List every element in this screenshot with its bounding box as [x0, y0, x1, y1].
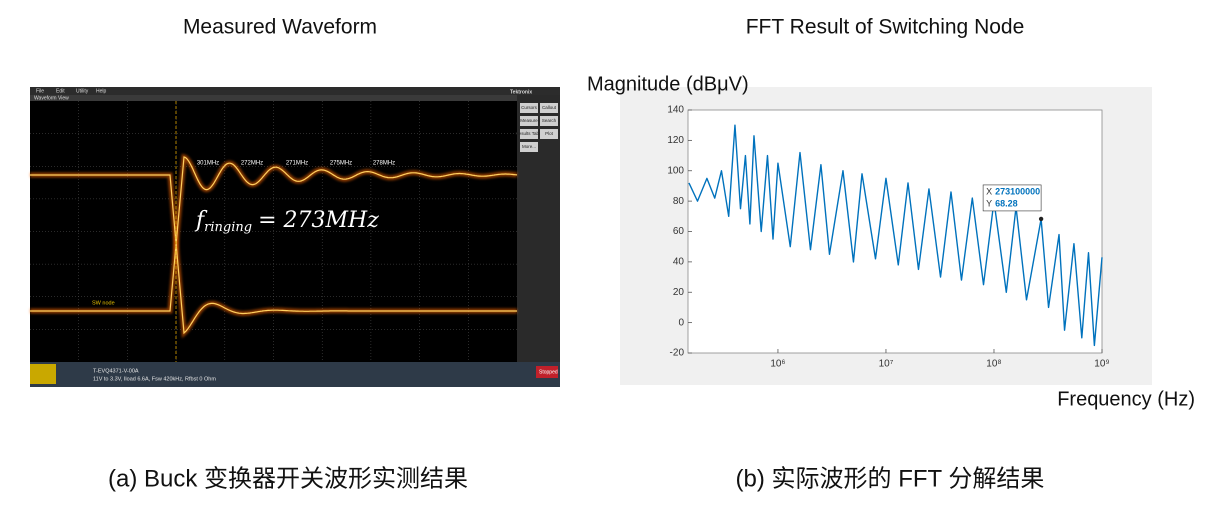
datatip-x-value: 273100000 [995, 186, 1040, 196]
datatip-y-label: Y [986, 198, 992, 208]
side-panel [517, 95, 560, 362]
y-tick-label: 60 [673, 226, 685, 237]
scope-button [540, 103, 558, 113]
datatip-x-label: X [986, 186, 992, 196]
y-tick-label: 120 [667, 135, 684, 146]
channel-badge [30, 364, 56, 384]
oscilloscope-screenshot: Tektronix Waveform View fringing = 273MHz… [30, 87, 560, 387]
ringing-label: 301MHz [197, 161, 219, 167]
menu-item: Help [96, 88, 107, 94]
panel-caption: (a) Buck 变换器开关波形实测结果 [108, 465, 468, 492]
ringing-label: 272MHz [241, 161, 263, 167]
y-axis-label: Magnitude (dBμV) [587, 73, 749, 95]
menu-item: Edit [56, 88, 65, 94]
y-tick-label: -20 [670, 348, 685, 359]
scope-button-label: Cursors [521, 105, 538, 110]
x-tick-label: 10⁹ [1094, 359, 1109, 370]
datatip-y-value: 68.28 [995, 198, 1018, 208]
y-tick-label: 20 [673, 287, 685, 298]
ringing-label: 271MHz [286, 161, 308, 167]
waveform [30, 174, 517, 335]
scope-button-label: Search [542, 118, 557, 123]
datatip-marker [1038, 216, 1044, 222]
status: Stopped [539, 369, 558, 375]
spectrum-line [688, 124, 1103, 347]
plot: -20 0 20 40 60 80 100 120 140 10⁶ 10⁷ 10⁸ 10⁹ X 273100… [667, 105, 1109, 370]
view-bar [30, 95, 517, 101]
scope-button [520, 129, 538, 139]
scope-button-label: Results Table [516, 131, 543, 136]
view-label: Waveform View [34, 95, 69, 101]
ringing-label: 278MHz [373, 161, 395, 167]
menu-item: Utility [76, 88, 89, 94]
datatip-box [982, 184, 1042, 212]
x-axis-label: Frequency (Hz) [1057, 388, 1195, 410]
scope-info: T-EVQ4371-V-00A [93, 368, 139, 374]
scope-button [540, 129, 558, 139]
y-tick-label: 40 [673, 257, 685, 268]
status-bar [30, 362, 560, 387]
scope-button-label: Plot [545, 131, 554, 136]
annotation-equation: = 273MHz [258, 208, 379, 233]
x-tick-label: 10⁸ [986, 359, 1001, 370]
menu-item: File [36, 88, 44, 94]
trace-label: SW node [92, 300, 115, 306]
menu-bar [30, 87, 560, 95]
scope-button [540, 116, 558, 126]
y-tick-label: 140 [667, 105, 684, 116]
scope-button-label: Callout [542, 105, 557, 110]
x-tick-label: 10⁶ [770, 359, 785, 370]
waveform [30, 156, 518, 312]
scope-button [520, 116, 538, 126]
panel-title: Measured Waveform [183, 16, 377, 39]
y-tick-label: 80 [673, 196, 685, 207]
annotation-subscript: ringing [204, 220, 252, 235]
stopped-badge [536, 366, 558, 378]
scope-button-label: Measure [520, 118, 538, 123]
y-tick-label: 0 [678, 317, 684, 328]
chart-title: FFT Result of Switching Node [746, 16, 1025, 39]
ringing-label: 275MHz [330, 161, 352, 167]
brand: Tektronix [510, 89, 532, 95]
scope-info: 11V to 3.3V, Iload 6.6A, Fsw 420kHz, Rfb… [93, 376, 216, 382]
scope-button-label: More... [522, 144, 536, 149]
scope-button [520, 103, 538, 113]
scope-button [520, 142, 538, 152]
y-tick-label: 100 [667, 165, 684, 176]
ringing-annotation: fringing = 273MHz [194, 208, 379, 235]
x-tick-label: 10⁷ [879, 359, 894, 370]
scope-grid [30, 101, 517, 362]
plot-area [687, 109, 1103, 354]
chart-caption: (b) 实际波形的 FFT 分解结果 [736, 465, 1045, 492]
